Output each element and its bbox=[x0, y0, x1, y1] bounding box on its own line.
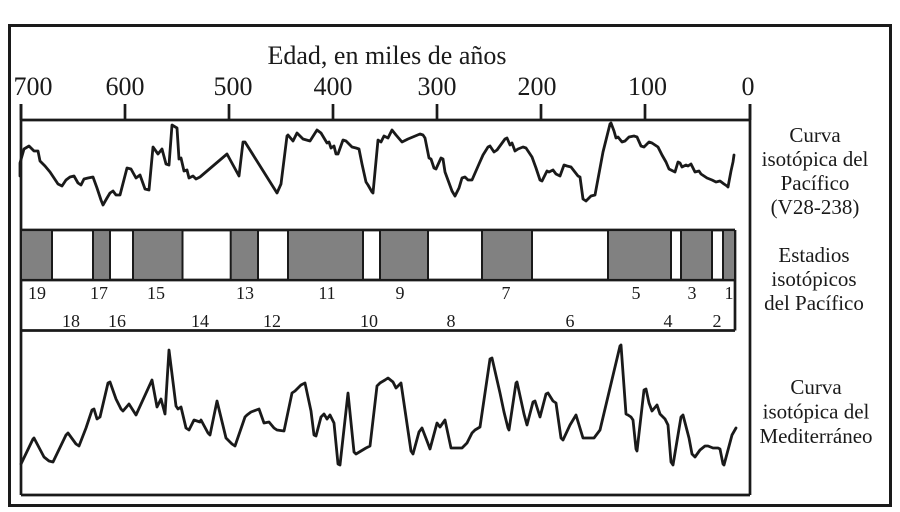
svg-text:700: 700 bbox=[14, 72, 53, 101]
svg-text:17: 17 bbox=[90, 283, 108, 303]
svg-text:0: 0 bbox=[742, 72, 755, 101]
svg-text:11: 11 bbox=[318, 283, 335, 303]
svg-text:1: 1 bbox=[725, 283, 734, 303]
svg-text:del Pacífico: del Pacífico bbox=[764, 291, 864, 315]
svg-text:Mediterráneo: Mediterráneo bbox=[759, 424, 872, 448]
svg-text:12: 12 bbox=[263, 311, 281, 331]
svg-text:Pacífico: Pacífico bbox=[781, 171, 850, 195]
svg-text:Estadios: Estadios bbox=[778, 243, 849, 267]
svg-text:300: 300 bbox=[418, 72, 457, 101]
svg-text:10: 10 bbox=[360, 311, 378, 331]
svg-text:5: 5 bbox=[632, 283, 641, 303]
svg-text:16: 16 bbox=[108, 311, 126, 331]
svg-text:2: 2 bbox=[713, 311, 722, 331]
svg-text:15: 15 bbox=[147, 283, 165, 303]
svg-text:6: 6 bbox=[566, 311, 575, 331]
svg-text:Edad, en miles de años: Edad, en miles de años bbox=[268, 41, 507, 70]
svg-text:18: 18 bbox=[62, 311, 80, 331]
svg-text:8: 8 bbox=[447, 311, 456, 331]
svg-text:19: 19 bbox=[28, 283, 46, 303]
svg-text:isotópica del: isotópica del bbox=[762, 147, 869, 171]
svg-text:13: 13 bbox=[236, 283, 254, 303]
svg-text:500: 500 bbox=[214, 72, 253, 101]
svg-text:7: 7 bbox=[502, 283, 511, 303]
svg-text:isotópica del: isotópica del bbox=[763, 400, 870, 424]
svg-text:Curva: Curva bbox=[790, 375, 842, 399]
svg-text:isotópicos: isotópicos bbox=[771, 267, 856, 291]
svg-text:400: 400 bbox=[314, 72, 353, 101]
svg-text:(V28-238): (V28-238) bbox=[771, 195, 860, 219]
svg-text:100: 100 bbox=[628, 72, 667, 101]
svg-text:600: 600 bbox=[106, 72, 145, 101]
svg-text:9: 9 bbox=[396, 283, 405, 303]
svg-text:3: 3 bbox=[688, 283, 697, 303]
svg-text:Curva: Curva bbox=[789, 123, 841, 147]
svg-text:4: 4 bbox=[664, 311, 673, 331]
svg-text:200: 200 bbox=[518, 72, 557, 101]
svg-text:14: 14 bbox=[191, 311, 209, 331]
